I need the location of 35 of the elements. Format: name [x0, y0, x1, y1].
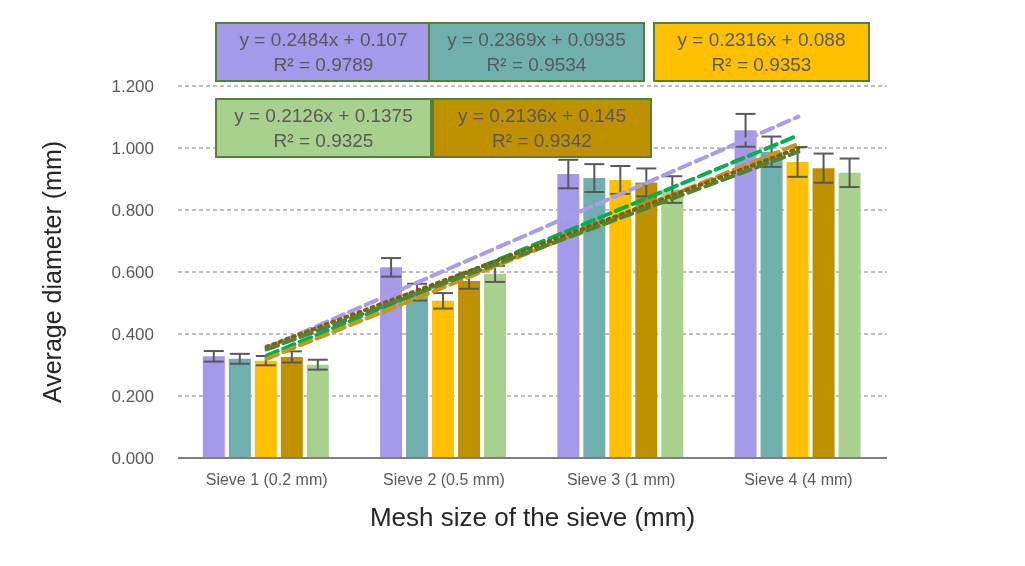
y-tick-label: 0.200	[111, 387, 154, 407]
y-tick-label: 0.000	[111, 449, 154, 469]
y-tick-label: 0.400	[111, 325, 154, 345]
bar	[202, 356, 225, 458]
y-tick-label: 0.800	[111, 201, 154, 221]
x-tick-label: Sieve 1 (0.2 mm)	[205, 471, 328, 489]
bar	[661, 189, 684, 458]
bar	[458, 280, 481, 458]
y-tick-label: 1.000	[111, 139, 154, 159]
bar	[254, 360, 277, 458]
bar	[432, 300, 455, 458]
annotation: y = 0.2136x + 0.145 R² = 0.9342	[458, 105, 626, 151]
bar	[306, 364, 329, 458]
y-tick-label: 1.200	[111, 77, 154, 97]
bar	[635, 182, 658, 458]
y-tick-label: 0.600	[111, 263, 154, 283]
bar	[786, 161, 809, 458]
x-axis-title: Mesh size of the sieve (mm)	[369, 502, 696, 532]
bar	[609, 179, 632, 458]
bar	[228, 358, 251, 458]
y-axis-title: Average diameter (mm)	[37, 140, 66, 404]
text: y = 0.2484x + 0.107 R² = 0.9789	[239, 29, 408, 75]
x-tick-label: Sieve 2 (0.5 mm)	[382, 471, 505, 489]
x-tick-label: Sieve 3 (1 mm)	[566, 471, 676, 489]
bar	[812, 168, 835, 458]
bar	[280, 356, 303, 458]
text: y = 0.2369x + 0.0935 R² = 0.9534	[447, 29, 626, 75]
bar	[838, 172, 861, 458]
text: y = 0.2316x + 0.088 R² = 0.9353	[677, 29, 846, 75]
bar	[406, 292, 429, 458]
x-tick-label: Sieve 4 (4 mm)	[744, 471, 853, 489]
bar	[484, 273, 507, 458]
bar	[583, 178, 606, 458]
bar	[760, 151, 783, 458]
annotation: y = 0.2126x + 0.1375 R² = 0.9325	[234, 105, 413, 151]
